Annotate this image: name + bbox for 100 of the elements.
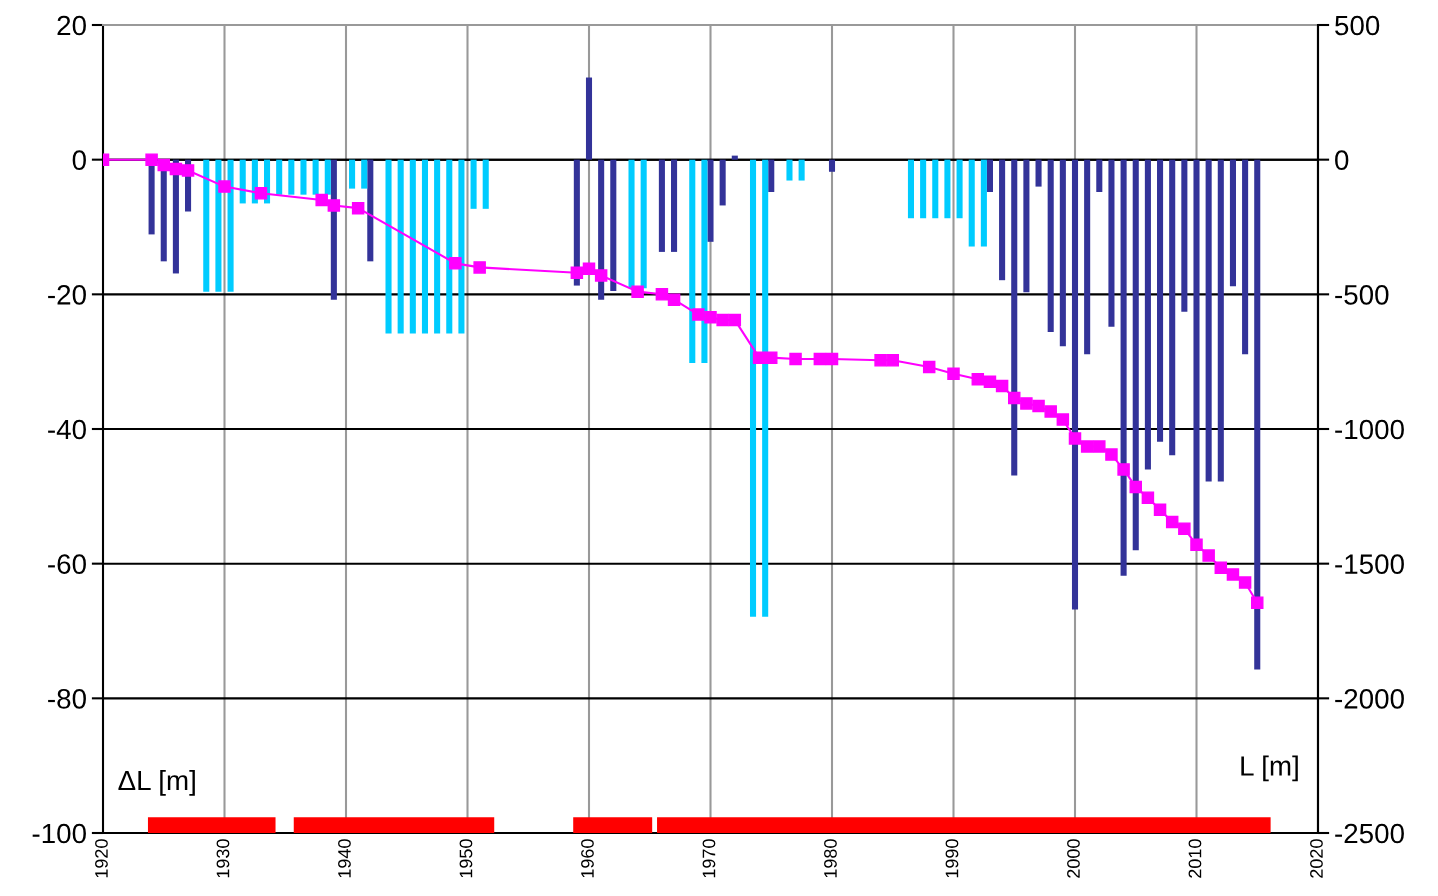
bar	[349, 159, 356, 189]
point	[570, 266, 584, 280]
point	[825, 352, 839, 366]
bar	[1023, 159, 1030, 293]
bar	[628, 159, 635, 289]
y2-tick-label: -2000	[1335, 689, 1404, 709]
point	[971, 372, 985, 386]
bar	[409, 159, 416, 334]
bar	[585, 77, 593, 160]
y-axis-title: ΔL [m]	[118, 769, 195, 796]
y-tick-label: -20	[48, 285, 86, 305]
bar	[920, 159, 927, 219]
bar	[361, 159, 368, 189]
bar	[944, 159, 951, 219]
bar	[980, 159, 987, 247]
y2-tick-label: 0	[1335, 150, 1349, 171]
bar	[1242, 159, 1249, 355]
point	[1007, 391, 1021, 405]
x-tick-label: 1920	[95, 839, 108, 878]
point	[582, 262, 596, 275]
point	[995, 379, 1009, 393]
bar	[300, 159, 307, 195]
bar	[1084, 159, 1091, 355]
y2-tick-label: -1000	[1335, 419, 1404, 440]
bar	[689, 159, 696, 364]
bar	[1205, 159, 1212, 482]
point	[886, 354, 900, 367]
point	[922, 360, 936, 374]
bar	[276, 159, 283, 195]
bar	[1157, 159, 1164, 442]
bar	[458, 159, 465, 334]
x-tick-label: 1930	[216, 839, 230, 878]
point	[1032, 399, 1045, 413]
point	[1020, 397, 1033, 410]
bar	[1071, 159, 1079, 610]
x-tick-label: 2020	[1310, 839, 1323, 878]
point	[1190, 538, 1203, 552]
bar	[719, 159, 726, 206]
y2-axis-title: L [m]	[1241, 755, 1298, 782]
y2-tick-label: -2500	[1335, 823, 1404, 844]
point	[1238, 576, 1252, 589]
x-tick-label: 1940	[338, 839, 351, 878]
bar	[932, 159, 939, 219]
y-tick-label: -100	[32, 823, 86, 844]
point	[667, 293, 681, 306]
bar	[446, 159, 453, 334]
bar	[768, 159, 775, 192]
point	[1153, 503, 1167, 517]
point	[1250, 596, 1264, 609]
bar	[482, 159, 489, 209]
x-tick-label: 1970	[702, 839, 716, 878]
bar	[288, 159, 295, 195]
point	[692, 308, 705, 321]
bar	[203, 159, 210, 292]
x-tick-label: 1980	[824, 839, 837, 878]
point	[594, 269, 608, 282]
bar	[1096, 159, 1103, 192]
point	[728, 313, 742, 327]
point	[1080, 440, 1094, 453]
bar	[367, 159, 374, 262]
bar	[610, 159, 617, 291]
point	[631, 285, 644, 298]
bar	[999, 159, 1006, 281]
y-tick-label: -80	[48, 689, 86, 709]
point	[1044, 405, 1057, 418]
y2-tick-label: 500	[1335, 15, 1380, 36]
x-tick-label: 2000	[1067, 839, 1080, 878]
x-tick-label: 1960	[581, 839, 594, 878]
point	[789, 352, 802, 366]
x-tick-label: 2010	[1188, 839, 1202, 878]
y-tick-label: -60	[48, 554, 86, 575]
point	[1178, 522, 1191, 535]
x-tick-label: 1950	[459, 839, 473, 878]
bar	[1108, 159, 1115, 327]
bar	[1035, 159, 1042, 187]
point	[1129, 480, 1143, 494]
point	[983, 375, 997, 389]
point	[1056, 413, 1070, 426]
bar	[786, 159, 793, 181]
point	[752, 351, 766, 364]
bar	[470, 159, 477, 209]
y-tick-label: -40	[48, 419, 86, 440]
bar	[598, 159, 605, 300]
point	[218, 180, 231, 193]
point	[947, 367, 960, 381]
bar	[1181, 159, 1188, 312]
bar	[385, 159, 392, 334]
point	[1068, 432, 1082, 445]
bar	[312, 159, 319, 195]
bar	[956, 159, 963, 219]
bar	[324, 159, 331, 195]
point	[351, 201, 365, 215]
bar	[798, 159, 805, 181]
bar	[1047, 159, 1054, 333]
point	[704, 310, 717, 324]
bar	[1132, 159, 1139, 551]
point	[157, 158, 171, 172]
point	[655, 288, 669, 301]
point	[1165, 515, 1179, 529]
bar	[1120, 159, 1127, 576]
